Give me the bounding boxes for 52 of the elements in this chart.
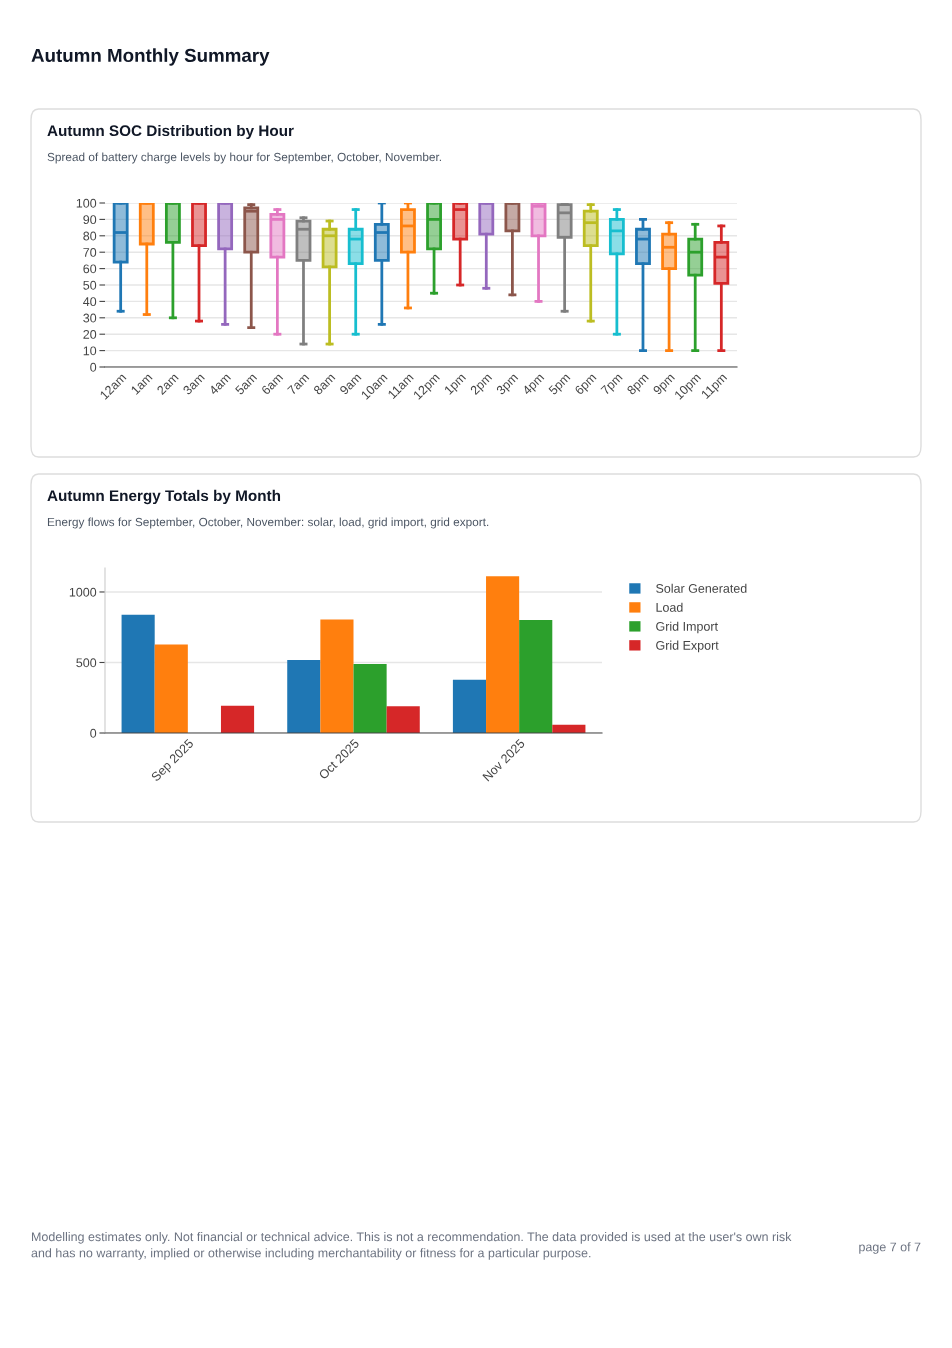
y-tick-label: 0 bbox=[90, 362, 97, 372]
x-tick-label: 6am bbox=[260, 372, 284, 396]
x-tick-label: 1am bbox=[130, 372, 153, 395]
bar bbox=[154, 644, 188, 733]
x-tick-label: 6pm bbox=[574, 372, 599, 397]
x-tick-label: 5pm bbox=[548, 372, 573, 397]
x-tick-label: 4am bbox=[208, 372, 232, 396]
x-tick-label: 7am bbox=[287, 372, 310, 396]
bar bbox=[486, 576, 520, 733]
text: page 7 of 7 bbox=[859, 1242, 921, 1254]
bar bbox=[353, 663, 387, 733]
x-tick-label: 2pm bbox=[469, 372, 494, 397]
text: Autumn Monthly Summary bbox=[31, 48, 270, 66]
y-tick-label: 20 bbox=[83, 330, 97, 339]
x-tick-label: 8pm bbox=[626, 372, 651, 397]
bar bbox=[320, 619, 354, 733]
x-tick-label: 8am bbox=[313, 372, 336, 396]
chart-title: Autumn SOC Distribution by Hour bbox=[47, 124, 294, 140]
chart-subtitle: Energy flows for September, October, November: solar, load, grid import, grid export. bbox=[47, 517, 489, 529]
legend-label: Grid Import bbox=[656, 621, 718, 634]
x-tick-label: 3pm bbox=[495, 372, 521, 397]
legend-label: Grid Export bbox=[656, 640, 719, 653]
bar bbox=[287, 659, 321, 733]
chart-title: Autumn Energy Totals by Month bbox=[47, 489, 281, 505]
legend-label: Solar Generated bbox=[656, 583, 747, 593]
x-tick-label: 2am bbox=[156, 372, 179, 396]
y-tick-label: 10 bbox=[83, 346, 97, 356]
bar bbox=[519, 619, 553, 733]
y-tick-label: 500 bbox=[76, 658, 97, 668]
y-tick-label: 70 bbox=[83, 248, 97, 257]
y-tick-label: 100 bbox=[76, 198, 97, 208]
x-tick-label: 9am bbox=[339, 372, 362, 396]
bar bbox=[386, 706, 420, 733]
y-tick-label: 0 bbox=[90, 728, 97, 738]
x-tick-label: 5am bbox=[234, 372, 258, 396]
y-tick-label: 30 bbox=[83, 313, 97, 323]
x-tick-label: 7pm bbox=[600, 372, 625, 397]
x-tick-label: 4pm bbox=[521, 372, 547, 398]
bar bbox=[452, 679, 487, 733]
chart-subtitle: Spread of battery charge levels by hour for September, October, November. bbox=[47, 152, 441, 164]
bar bbox=[220, 705, 255, 733]
text: Modelling estimates only. Not financial or technical advice. This is not a recommendation. The data provided is used at the user's own risk and has no warranty, implied or otherwise including merchantability or fitness for a particular purpose. bbox=[31, 1232, 792, 1260]
x-tick-label: 1pm bbox=[443, 372, 468, 397]
y-tick-label: 80 bbox=[83, 231, 97, 241]
x-tick-label: 3am bbox=[182, 372, 205, 396]
y-tick-label: 50 bbox=[83, 280, 97, 290]
y-tick-label: 90 bbox=[83, 215, 97, 225]
y-tick-label: 40 bbox=[83, 297, 97, 307]
bar bbox=[121, 614, 155, 733]
y-tick-label: 60 bbox=[83, 264, 97, 274]
legend-label: Load bbox=[656, 602, 683, 612]
y-tick-label: 1000 bbox=[69, 587, 97, 597]
